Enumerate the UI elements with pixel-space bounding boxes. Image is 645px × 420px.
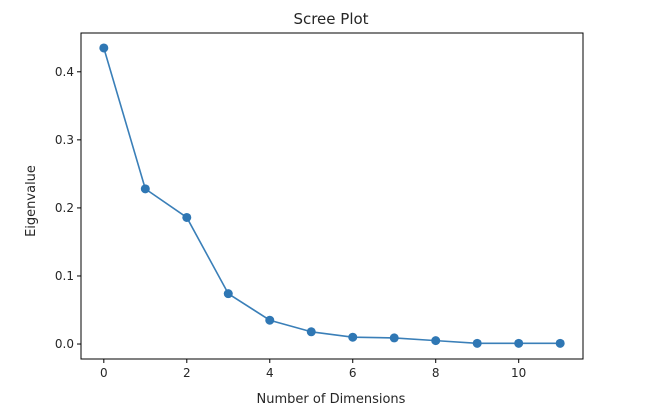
x-tick-label: 4 — [266, 366, 274, 380]
series-line — [103, 47, 561, 345]
y-tick-label: 0.4 — [55, 65, 74, 79]
chart-title: Scree Plot — [293, 10, 368, 28]
data-point — [555, 338, 565, 348]
x-tick-label: 8 — [432, 366, 440, 380]
plot-frame — [80, 32, 584, 360]
y-tick-label: 0.3 — [55, 133, 74, 147]
x-tick-label: 0 — [100, 366, 108, 380]
data-point — [265, 315, 275, 325]
y-axis-label: Eigenvalue — [24, 165, 39, 237]
y-tick-label: 0.0 — [55, 337, 74, 351]
x-tick-label: 2 — [183, 366, 191, 380]
data-point — [182, 212, 192, 222]
data-point — [99, 43, 109, 53]
x-tick-label: 6 — [349, 366, 357, 380]
data-point — [140, 184, 150, 194]
data-point — [514, 338, 524, 348]
y-tick-label: 0.1 — [55, 269, 74, 283]
data-point — [431, 336, 441, 346]
data-point — [223, 289, 233, 299]
plot-area: 0 2 4 6 8 10 0.0 0.1 0.2 0.3 0.4 — [55, 32, 584, 380]
x-tick-label: 10 — [511, 366, 526, 380]
data-point — [348, 332, 358, 342]
y-tick-label: 0.2 — [55, 201, 74, 215]
x-axis-label: Number of Dimensions — [257, 392, 406, 407]
data-point — [472, 338, 482, 348]
data-point — [306, 327, 316, 337]
data-point — [389, 333, 399, 343]
